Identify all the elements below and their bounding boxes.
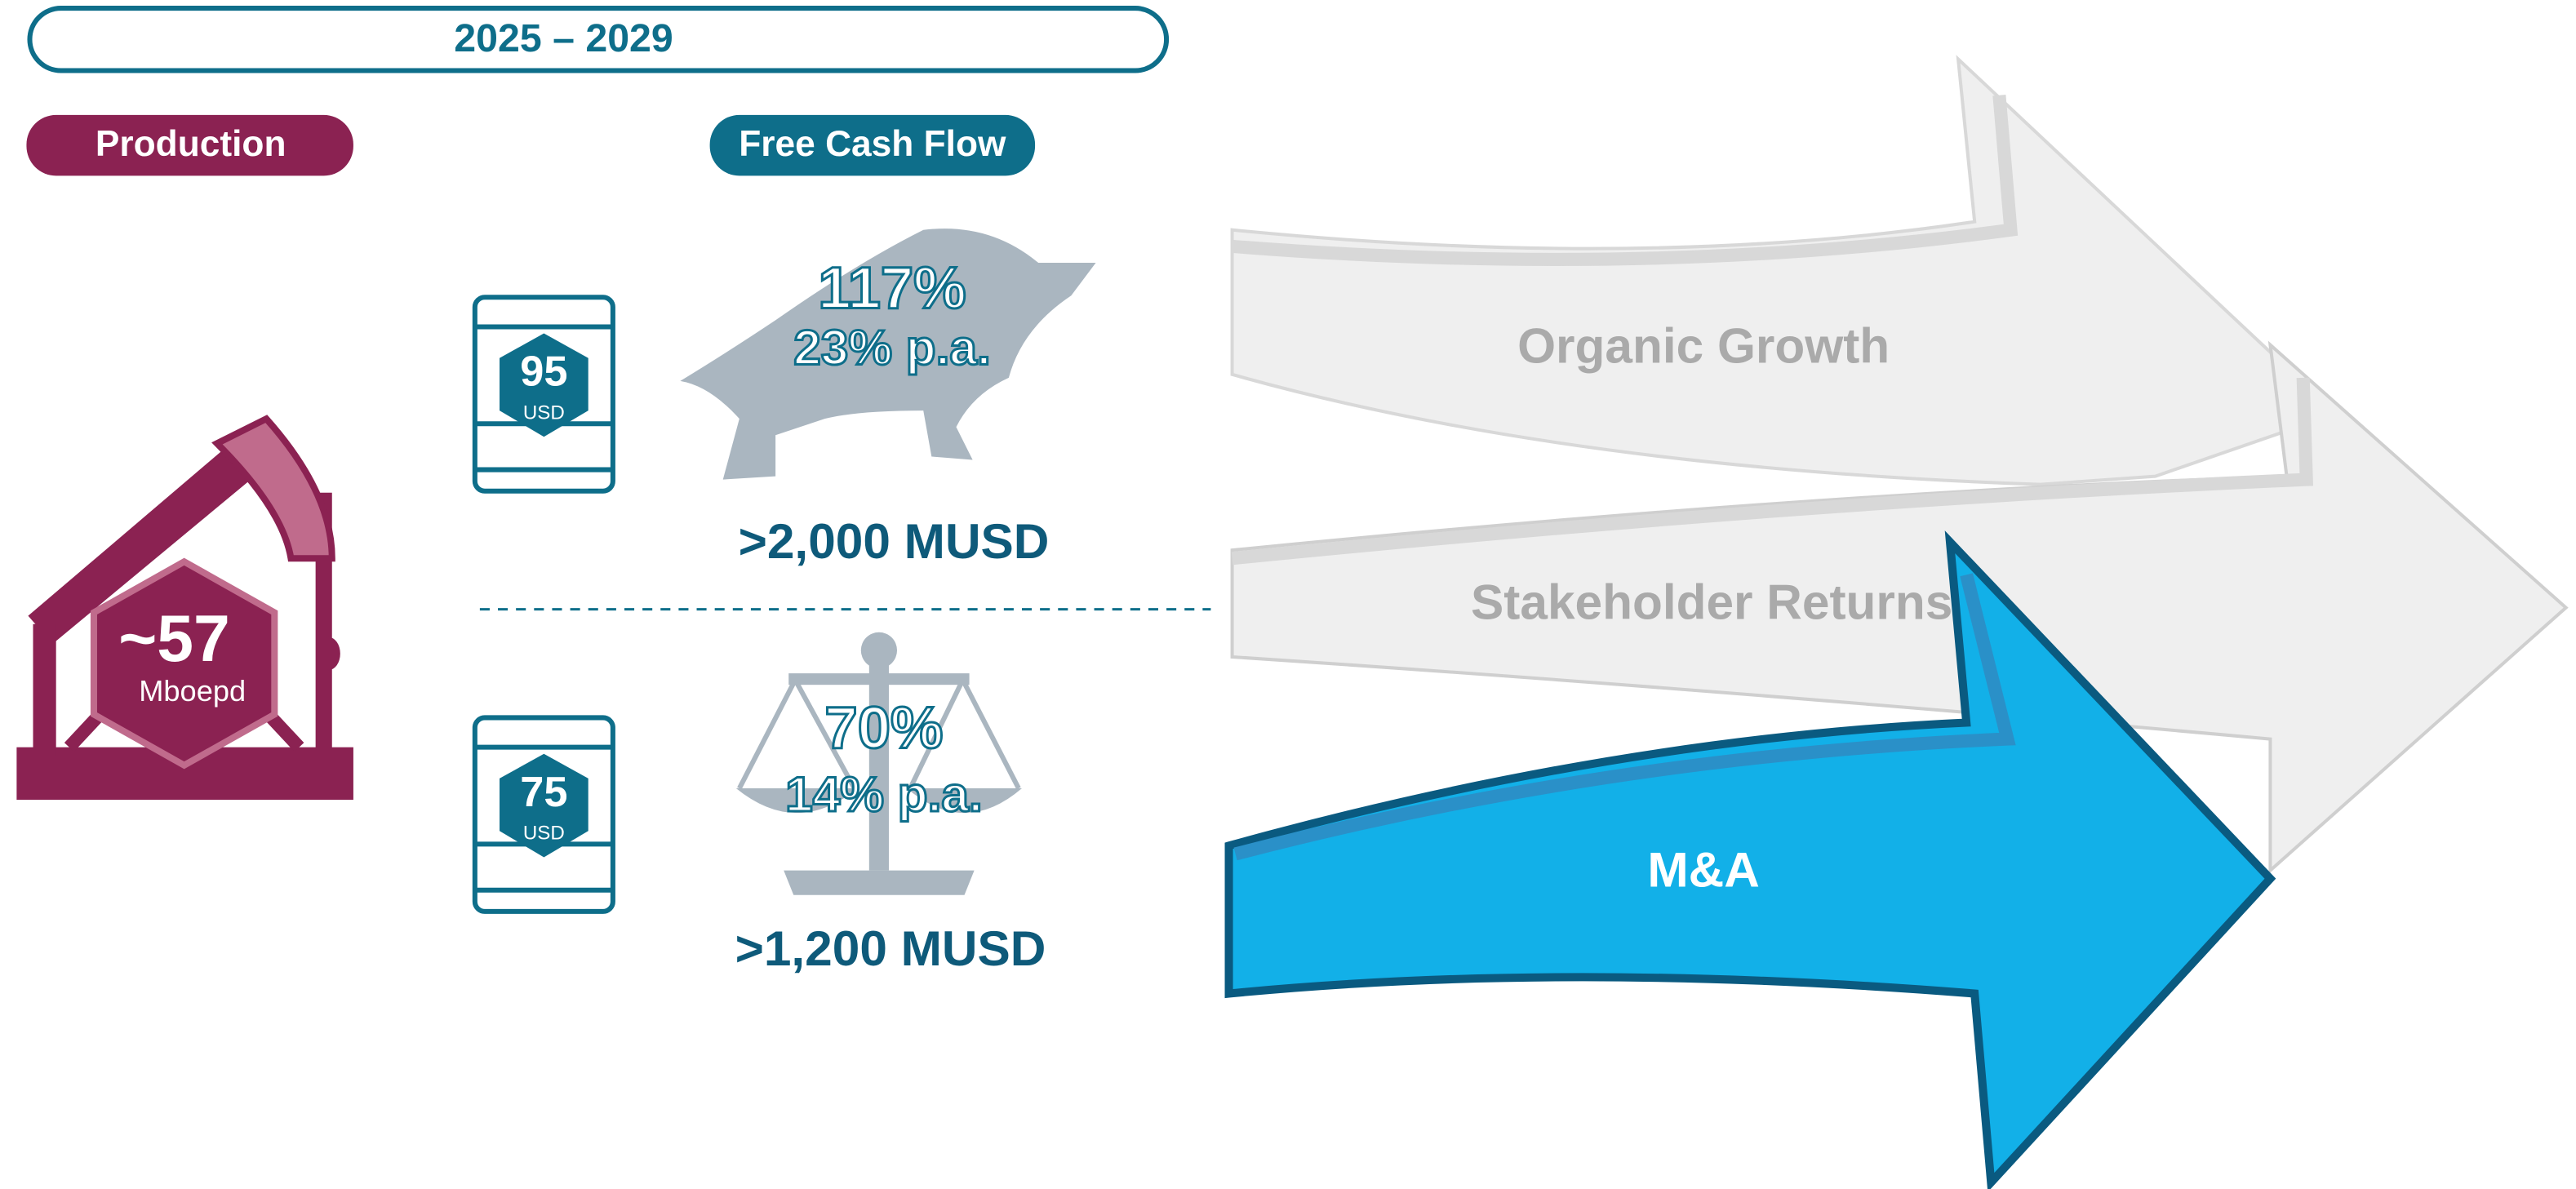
production-hexagon [90,557,278,770]
arrow-label: M&A [1647,842,1759,898]
arrow-shadow [1231,95,2019,266]
oil-currency: USD [523,402,565,424]
annual-growth: 23% p.a. [793,320,991,375]
arrow-shadow [1233,573,2016,861]
amount: >1,200 MUSD [735,921,1046,976]
period-pill [27,6,1170,73]
arrow [1230,55,2339,486]
production-unit: Mboepd [139,674,246,708]
oil-price: 75 [520,769,567,816]
bull-icon [680,228,1096,480]
fcf-pill [709,114,1036,176]
growth: 70% [824,695,943,761]
production-label: Production [95,124,286,164]
arrow-label: Organic Growth [1517,318,1890,374]
period: 2025 – 2029 [454,16,673,60]
arrow [1224,530,2276,1189]
barrel [472,715,615,914]
oil-price: 95 [520,348,567,396]
oil-currency: USD [523,823,565,845]
arrow-label: Stakeholder Returns [1471,575,1952,630]
arrow [1230,340,2569,875]
amount: >2,000 MUSD [739,513,1050,569]
arrow-shadow [1231,377,2314,566]
barrel [472,295,615,494]
scale-icon [735,632,1022,895]
production-value: ~57 [118,602,230,676]
pump-jack [16,415,353,801]
growth: 117% [818,255,966,321]
annual-growth: 14% p.a. [785,766,983,822]
fcf-label: Free Cash Flow [739,124,1006,164]
production-pill [26,114,353,176]
